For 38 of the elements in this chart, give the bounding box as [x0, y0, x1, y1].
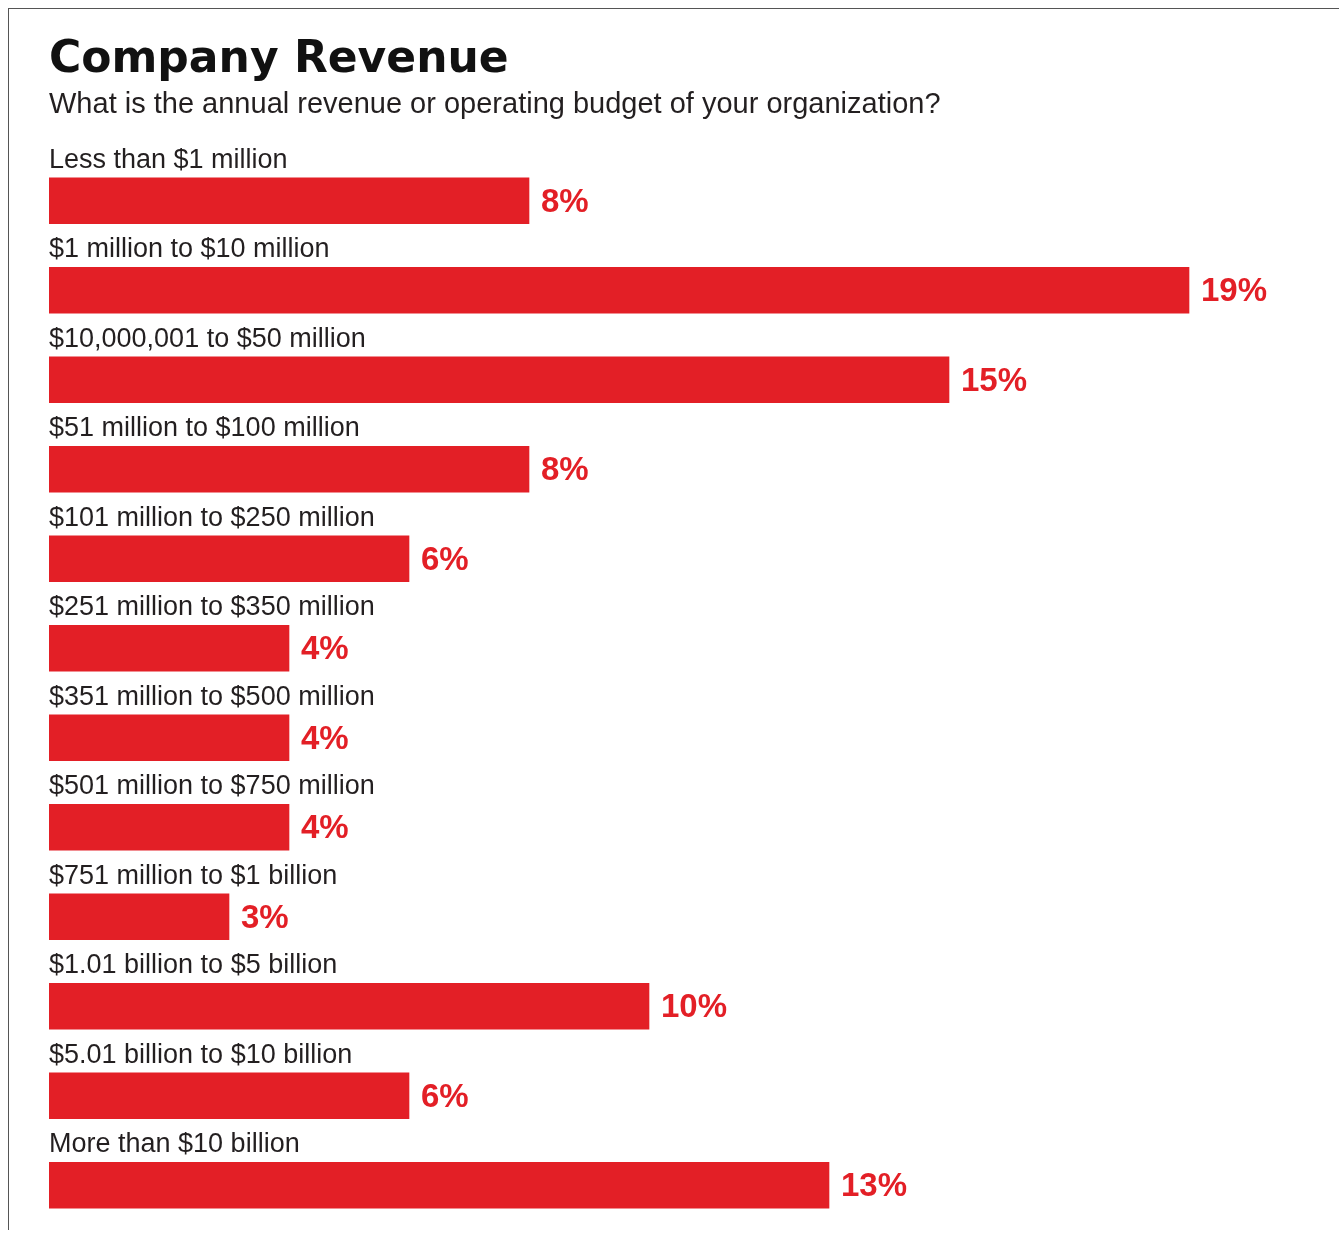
- y-tick-label: More than $10 billion: [49, 1128, 300, 1159]
- bar: [49, 535, 410, 583]
- bar: [49, 177, 530, 225]
- y-tick-label: $1.01 billion to $5 billion: [49, 949, 338, 980]
- y-tick-label: $751 million to $1 billion: [49, 859, 338, 890]
- data-label: 13%: [841, 1166, 908, 1204]
- data-label: 6%: [421, 1076, 469, 1114]
- data-label: 3%: [241, 897, 289, 935]
- bar: [49, 624, 290, 672]
- y-tick-label: $101 million to $250 million: [49, 501, 375, 532]
- data-label: 8%: [541, 181, 589, 219]
- data-label: 19%: [1201, 271, 1268, 309]
- chart-subtitle: What is the annual revenue or operating budget of your organization?: [49, 87, 942, 120]
- bar: [49, 893, 230, 941]
- data-label: 4%: [301, 808, 349, 846]
- data-label: 8%: [541, 450, 589, 488]
- data-label: 15%: [961, 360, 1028, 398]
- y-tick-label: $501 million to $750 million: [49, 770, 375, 801]
- bar: [49, 714, 290, 762]
- chart-title: Company Revenue: [49, 31, 510, 83]
- data-label: 6%: [421, 539, 469, 577]
- y-tick-label: $351 million to $500 million: [49, 680, 375, 711]
- bar: [49, 1072, 410, 1120]
- bar: [49, 1161, 830, 1209]
- y-tick-label: $51 million to $100 million: [49, 412, 360, 443]
- bar: [49, 803, 290, 851]
- y-tick-label: $1 million to $10 million: [49, 233, 330, 264]
- data-label: 4%: [301, 718, 349, 756]
- y-tick-label: $251 million to $350 million: [49, 591, 375, 622]
- data-label: 10%: [661, 987, 728, 1025]
- data-label: 4%: [301, 629, 349, 667]
- y-tick-label: Less than $1 million: [49, 143, 288, 174]
- bar: [49, 266, 1190, 314]
- bar: [49, 356, 950, 404]
- bar: [49, 982, 650, 1030]
- y-tick-label: $5.01 billion to $10 billion: [49, 1038, 353, 1069]
- bar: [49, 445, 530, 493]
- y-tick-label: $10,000,001 to $50 million: [49, 322, 366, 353]
